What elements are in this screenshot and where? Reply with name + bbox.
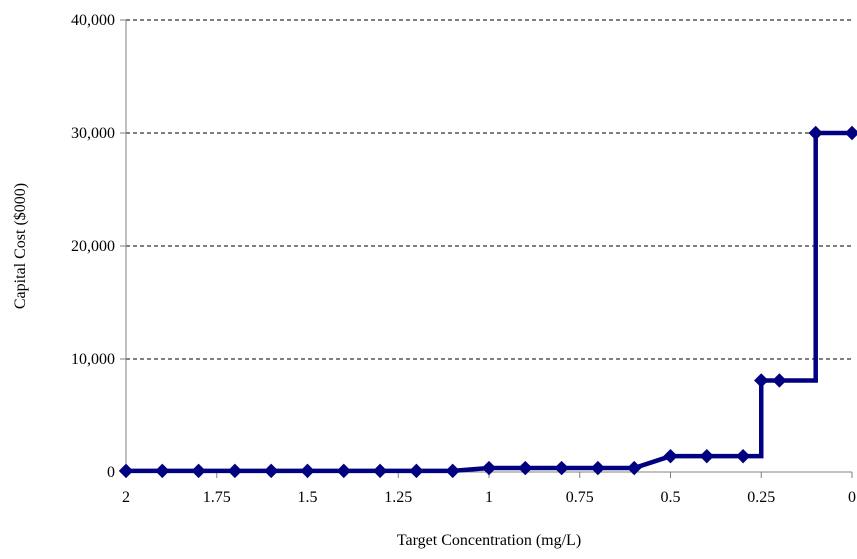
y-axis-title: Capital Cost ($000)	[12, 183, 29, 309]
data-point-marker	[191, 463, 206, 479]
x-tick-label: 1.5	[298, 489, 318, 506]
data-point-marker	[754, 373, 769, 388]
x-tick-label: 1	[485, 489, 493, 506]
y-tick-label: 40,000	[71, 12, 115, 29]
data-point-marker	[263, 463, 279, 479]
data-point-marker	[590, 460, 606, 476]
x-tick-label: 2	[122, 489, 130, 506]
data-point-marker	[481, 460, 497, 476]
data-point-marker	[554, 460, 569, 476]
data-point-marker	[772, 373, 787, 388]
data-point-marker	[118, 463, 134, 479]
data-point-marker	[409, 463, 424, 479]
y-tick-label: 10,000	[71, 351, 115, 368]
data-point-marker	[372, 463, 388, 479]
x-tick-label: 0	[848, 489, 856, 506]
y-ticks: 0 10,000 20,000 30,000 40,000	[71, 12, 126, 481]
x-tick-label: 0.25	[747, 489, 775, 506]
series-markers	[118, 125, 857, 479]
data-point-marker	[445, 463, 460, 479]
data-point-marker	[518, 460, 533, 476]
series-step-line	[126, 130, 852, 474]
data-point-marker	[336, 463, 352, 479]
y-tick-label: 30,000	[71, 125, 115, 142]
data-point-marker	[155, 463, 170, 479]
data-point-marker	[844, 125, 857, 141]
data-point-marker	[626, 460, 642, 476]
gridlines	[126, 19, 852, 360]
x-tick-label: 1.75	[203, 489, 231, 506]
data-point-marker	[808, 125, 823, 141]
data-point-marker	[227, 463, 243, 479]
series-lines	[126, 130, 852, 474]
y-tick-label: 0	[107, 464, 115, 481]
data-point-marker	[735, 448, 751, 464]
x-tick-label: 1.25	[384, 489, 412, 506]
x-axis-title: Target Concentration (mg/L)	[397, 532, 581, 549]
x-ticks: 2 1.75 1.5 1.25 1 0.75 0.5 0.25 0	[122, 472, 856, 506]
x-tick-label: 0.5	[661, 489, 681, 506]
data-point-marker	[663, 448, 678, 464]
x-tick-label: 0.75	[566, 489, 594, 506]
data-point-marker	[699, 448, 715, 464]
y-tick-label: 20,000	[71, 238, 115, 255]
data-point-marker	[300, 463, 315, 479]
